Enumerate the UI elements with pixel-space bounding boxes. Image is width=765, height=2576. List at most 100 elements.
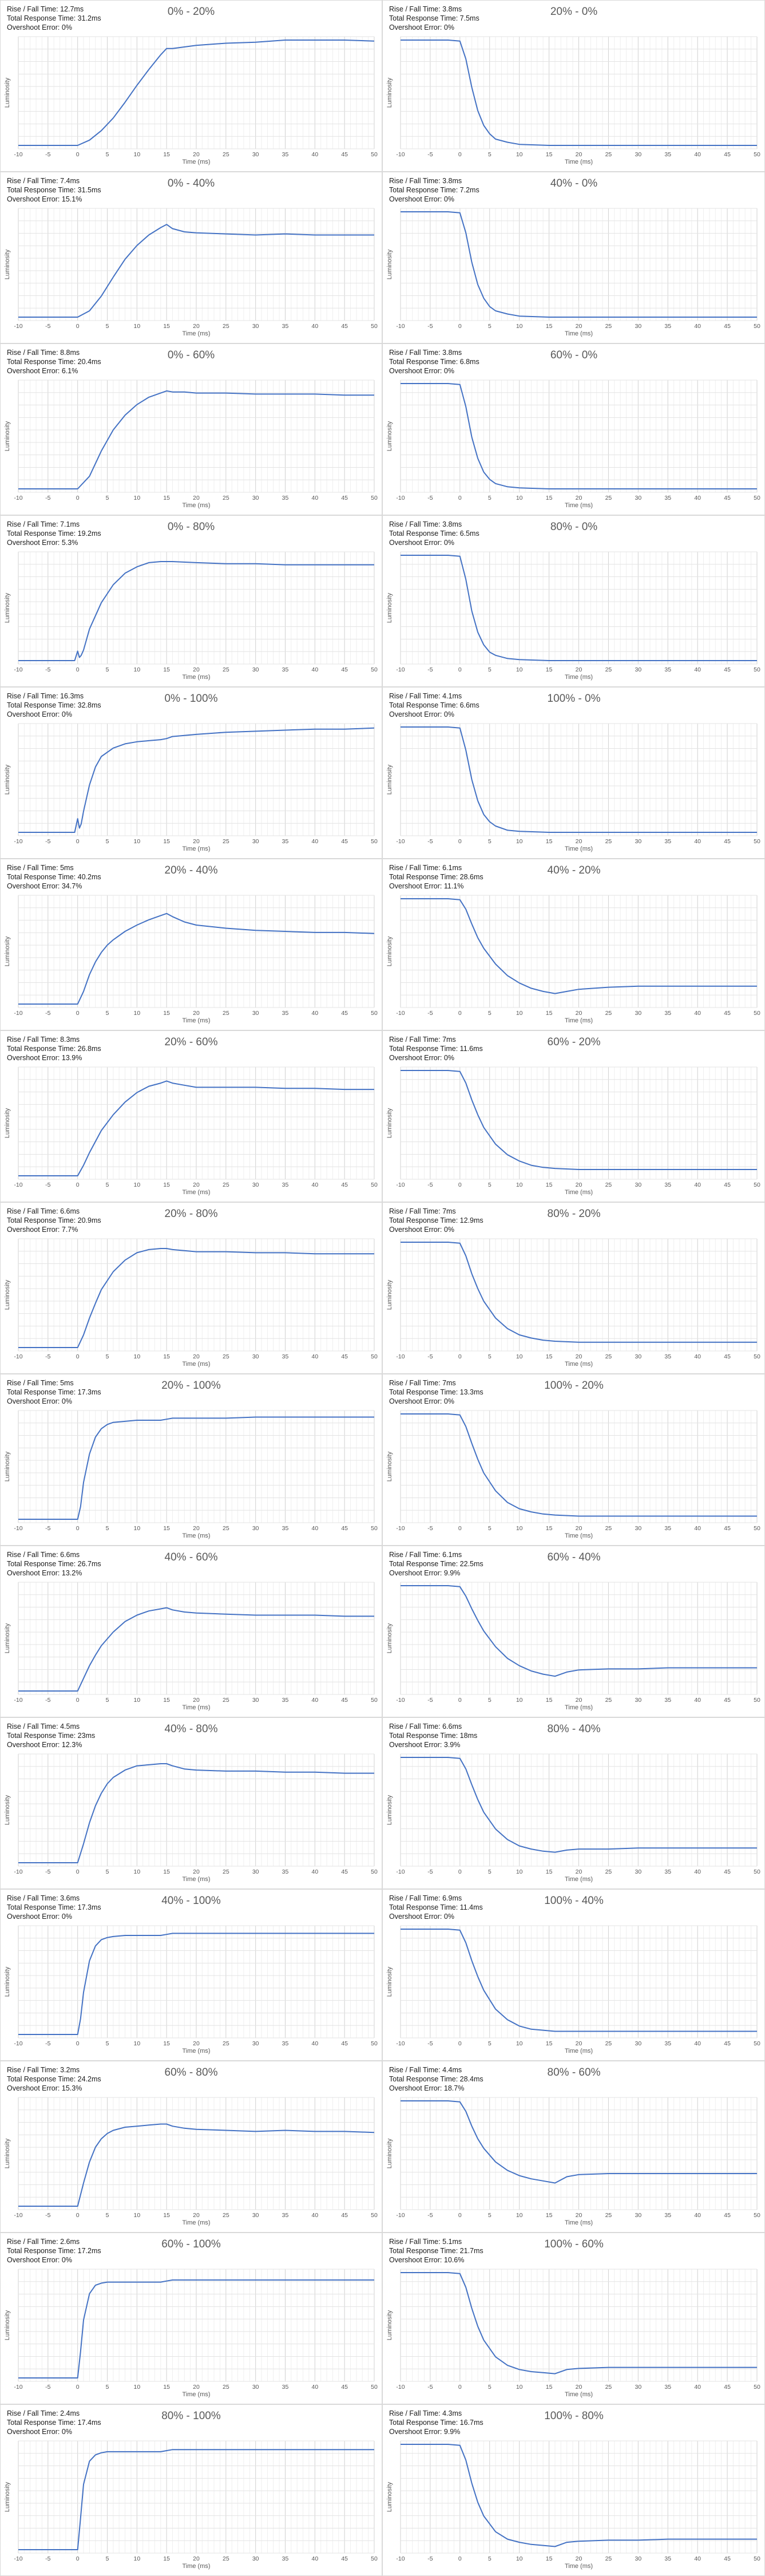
x-tick-label: 5 bbox=[106, 323, 109, 330]
x-tick-label: -5 bbox=[45, 1525, 50, 1532]
chart-title: 20% - 100% bbox=[161, 1380, 221, 1392]
chart-stats: Rise / Fall Time: 6.6ms Total Response Ti… bbox=[7, 1550, 101, 1578]
chart-title: 80% - 100% bbox=[161, 2410, 221, 2422]
x-tick-label: 20 bbox=[193, 1525, 200, 1532]
x-tick-label: -5 bbox=[427, 838, 433, 845]
chart-title: 100% - 0% bbox=[547, 693, 601, 705]
x-tick-label: 30 bbox=[635, 2212, 641, 2219]
x-tick-label: 25 bbox=[223, 1697, 229, 1704]
x-axis-label: Time (ms) bbox=[182, 2563, 210, 2570]
response-curve bbox=[401, 898, 757, 994]
x-tick-label: 20 bbox=[576, 2040, 582, 2047]
response-curve bbox=[18, 2449, 374, 2550]
x-tick-label: -10 bbox=[396, 1010, 405, 1017]
stat-overshoot: Overshoot Error: 13.2% bbox=[7, 1569, 82, 1577]
chart-panel: Rise / Fall Time: 7.1ms Total Response Ti… bbox=[0, 515, 382, 687]
stat-total-response: Total Response Time: 21.7ms bbox=[389, 2247, 483, 2255]
x-tick-label: 45 bbox=[341, 2212, 348, 2219]
stat-total-response: Total Response Time: 13.3ms bbox=[389, 1388, 483, 1396]
x-tick-label: -10 bbox=[14, 1697, 22, 1704]
x-axis-label: Time (ms) bbox=[565, 502, 593, 509]
chart-plot: -10 -5 0 5 10 15 20 25 30 35 40 45 50 Time (ms) Lumino… bbox=[4, 1066, 378, 1196]
chart-plot: -10 -5 0 5 10 15 20 25 30 35 40 45 50 Time (ms) Lumino… bbox=[386, 36, 760, 165]
stat-total-response: Total Response Time: 16.7ms bbox=[389, 2419, 483, 2427]
stat-overshoot: Overshoot Error: 15.3% bbox=[7, 2084, 82, 2092]
x-tick-label: 45 bbox=[341, 1182, 348, 1188]
x-tick-label: 10 bbox=[516, 2040, 523, 2047]
stat-total-response: Total Response Time: 32.8ms bbox=[7, 701, 101, 709]
chart-plot: -10 -5 0 5 10 15 20 25 30 35 40 45 50 Time (ms) Lumino… bbox=[4, 2097, 378, 2226]
chart-stats: Rise / Fall Time: 6.9ms Total Response Ti… bbox=[389, 1894, 483, 1921]
x-tick-label: 0 bbox=[76, 323, 80, 330]
chart-panel: Rise / Fall Time: 7ms Total Response Time… bbox=[382, 1202, 765, 1374]
x-tick-label: 35 bbox=[282, 495, 289, 501]
x-tick-label: 40 bbox=[311, 1182, 318, 1188]
x-tick-label: 40 bbox=[694, 1525, 701, 1532]
stat-overshoot: Overshoot Error: 11.1% bbox=[389, 882, 464, 890]
stat-overshoot: Overshoot Error: 6.1% bbox=[7, 367, 78, 375]
stat-rise-fall: Rise / Fall Time: 5.1ms bbox=[389, 2238, 462, 2246]
x-tick-label: 0 bbox=[458, 2555, 462, 2562]
chart-panel: Rise / Fall Time: 7ms Total Response Time… bbox=[382, 1374, 765, 1546]
x-tick-label: 50 bbox=[371, 1182, 378, 1188]
x-tick-label: 15 bbox=[546, 1182, 553, 1188]
x-tick-label: 30 bbox=[252, 1697, 259, 1704]
x-tick-label: 45 bbox=[724, 1525, 731, 1532]
x-tick-label: 0 bbox=[76, 1868, 80, 1875]
x-tick-label: 30 bbox=[635, 1868, 641, 1875]
x-tick-label: 0 bbox=[76, 838, 80, 845]
x-tick-label: 30 bbox=[635, 2555, 641, 2562]
chart-panel: Rise / Fall Time: 6.6ms Total Response Ti… bbox=[0, 1546, 382, 1717]
chart-title: 80% - 40% bbox=[547, 1723, 601, 1735]
x-tick-label: -10 bbox=[396, 1697, 405, 1704]
x-tick-label: 50 bbox=[371, 2555, 378, 2562]
stat-overshoot: Overshoot Error: 7.7% bbox=[7, 1226, 78, 1234]
x-tick-label: -10 bbox=[396, 2384, 405, 2391]
stat-rise-fall: Rise / Fall Time: 6.9ms bbox=[389, 1894, 462, 1902]
response-curve bbox=[401, 211, 757, 318]
response-curve bbox=[18, 390, 374, 489]
response-curve bbox=[401, 1242, 757, 1343]
stat-rise-fall: Rise / Fall Time: 8.3ms bbox=[7, 1036, 80, 1044]
x-tick-label: 25 bbox=[223, 1010, 229, 1017]
x-tick-label: 20 bbox=[576, 323, 582, 330]
x-tick-label: 0 bbox=[76, 2212, 80, 2219]
x-tick-label: 20 bbox=[576, 1182, 582, 1188]
stat-overshoot: Overshoot Error: 0% bbox=[389, 539, 454, 547]
x-tick-label: 25 bbox=[605, 1182, 612, 1188]
x-tick-label: 25 bbox=[605, 323, 612, 330]
stat-total-response: Total Response Time: 7.5ms bbox=[389, 14, 479, 22]
x-tick-label: -5 bbox=[45, 666, 50, 673]
x-tick-label: 5 bbox=[106, 2555, 109, 2562]
x-tick-label: 40 bbox=[311, 2384, 318, 2391]
x-tick-label: 25 bbox=[223, 2212, 229, 2219]
chart-stats: Rise / Fall Time: 6.6ms Total Response Ti… bbox=[389, 1722, 477, 1749]
stat-overshoot: Overshoot Error: 15.1% bbox=[7, 195, 82, 203]
stat-rise-fall: Rise / Fall Time: 3.8ms bbox=[389, 177, 462, 185]
x-tick-label: 35 bbox=[282, 838, 289, 845]
stat-overshoot: Overshoot Error: 0% bbox=[7, 2428, 72, 2436]
x-axis-label: Time (ms) bbox=[565, 674, 593, 681]
x-axis-label: Time (ms) bbox=[182, 1361, 210, 1368]
stat-overshoot: Overshoot Error: 0% bbox=[389, 367, 454, 375]
chart-stats: Rise / Fall Time: 4.4ms Total Response Ti… bbox=[389, 2065, 483, 2093]
y-axis-label: Luminosity bbox=[4, 1623, 11, 1653]
x-tick-label: 20 bbox=[193, 838, 200, 845]
stat-total-response: Total Response Time: 18ms bbox=[389, 1732, 478, 1740]
x-tick-label: 30 bbox=[252, 2212, 259, 2219]
x-tick-label: 45 bbox=[724, 838, 731, 845]
stat-total-response: Total Response Time: 11.4ms bbox=[389, 1903, 483, 1911]
chart-title: 80% - 0% bbox=[550, 521, 598, 533]
x-tick-label: 25 bbox=[605, 1697, 612, 1704]
x-tick-label: 45 bbox=[724, 2384, 731, 2391]
x-tick-label: 10 bbox=[516, 2384, 523, 2391]
response-curve bbox=[401, 1413, 757, 1517]
x-tick-label: 10 bbox=[516, 1525, 523, 1532]
x-tick-label: -10 bbox=[14, 2212, 22, 2219]
chart-plot: -10 -5 0 5 10 15 20 25 30 35 40 45 50 Time (ms) Lumino… bbox=[386, 2440, 760, 2570]
x-tick-label: 45 bbox=[341, 151, 348, 158]
x-tick-label: 20 bbox=[576, 151, 582, 158]
x-tick-label: 30 bbox=[635, 1525, 641, 1532]
chart-stats: Rise / Fall Time: 3.8ms Total Response Ti… bbox=[389, 520, 479, 547]
x-tick-label: 10 bbox=[516, 1010, 523, 1017]
